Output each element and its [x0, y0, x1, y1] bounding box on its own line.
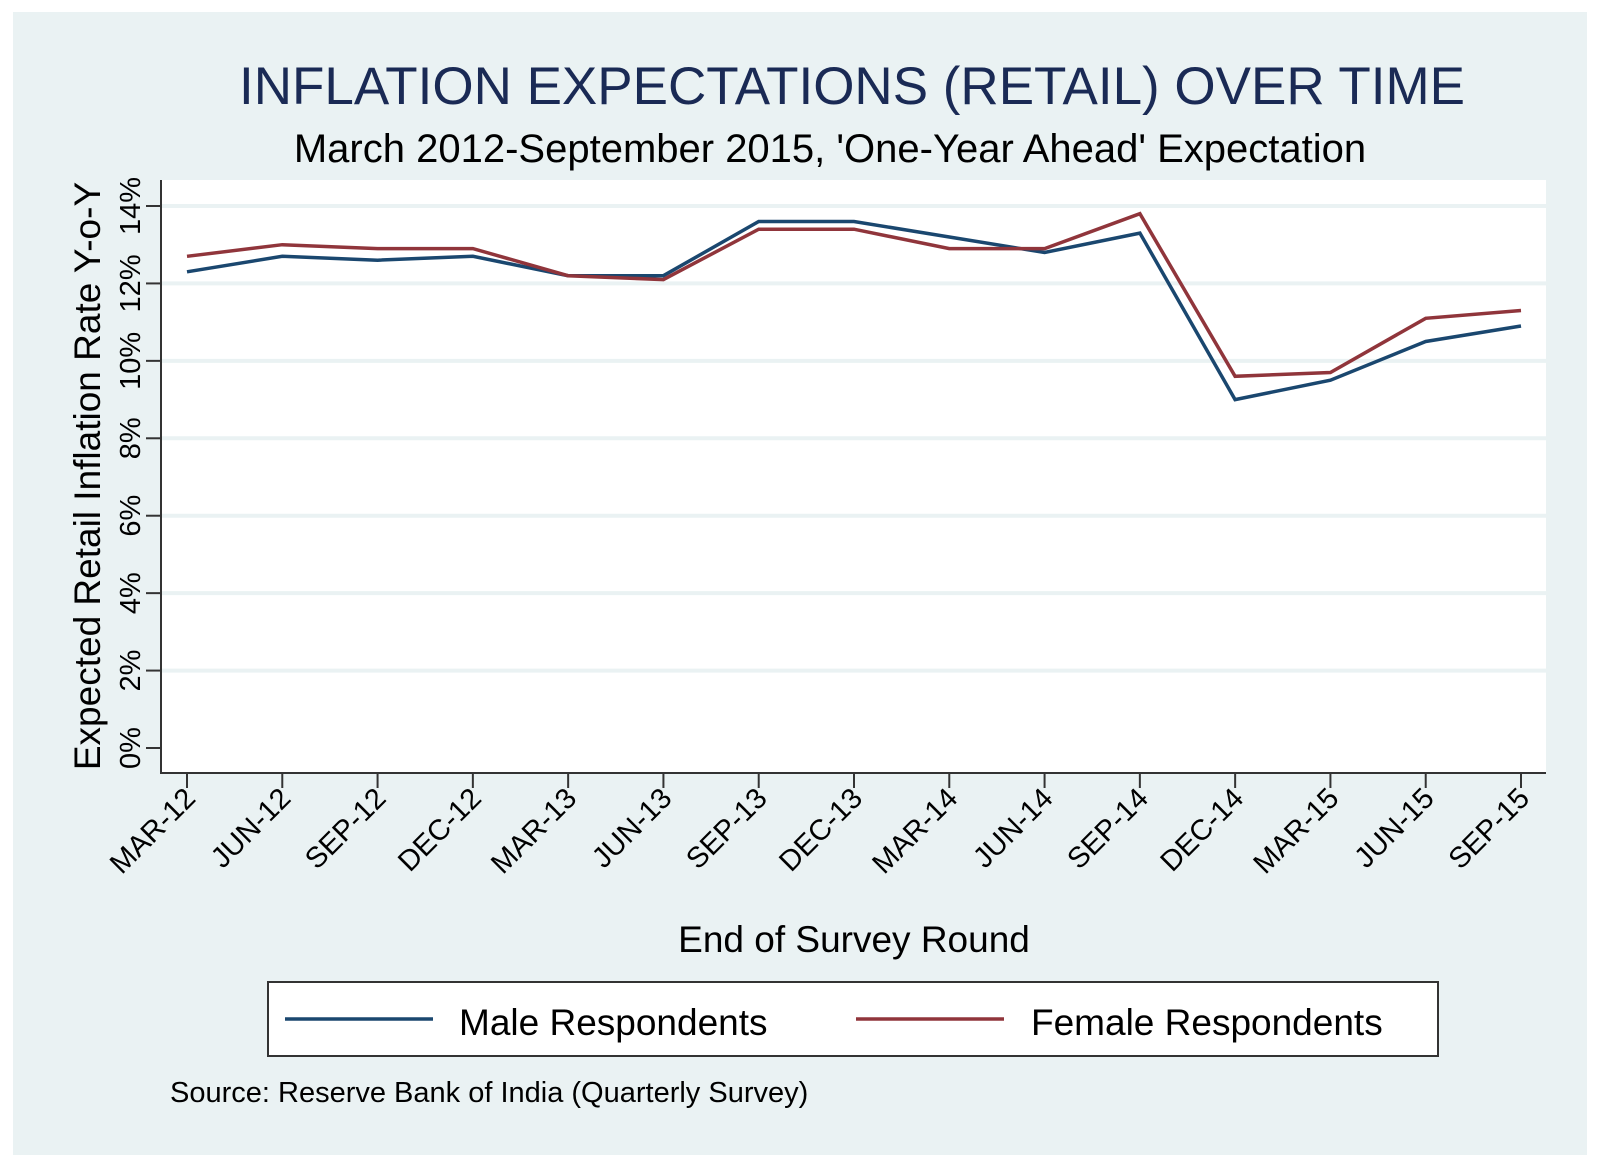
chart-title: INFLATION EXPECTATIONS (RETAIL) OVER TIM…: [239, 57, 1465, 116]
y-axis-ticks: 0% 2% 4% 6% 8% 10% 12% 14%: [115, 177, 161, 769]
gridlines: [161, 204, 1546, 673]
source-note: Source: Reserve Bank of India (Quarterly…: [170, 1077, 808, 1109]
y-tick-label: 6%: [115, 495, 147, 537]
y-tick-label: 8%: [115, 417, 147, 459]
y-tick-label: 10%: [115, 332, 147, 390]
male-series-line: [186, 219, 1522, 402]
y-tick-label: 4%: [115, 572, 147, 614]
series-lines: [186, 211, 1522, 402]
y-tick-label: 14%: [115, 177, 147, 235]
legend-male-label: Male Respondents: [459, 1002, 768, 1043]
y-tick-label: 2%: [115, 650, 147, 692]
chart-subtitle: March 2012-September 2015, 'One-Year Ahe…: [294, 127, 1366, 171]
legend-female-label: Female Respondents: [1031, 1002, 1383, 1043]
legend-box: [267, 981, 1439, 1057]
y-axis-title: Expected Retail Inflation Rate Y-o-Y: [67, 182, 108, 770]
plot-area: [161, 180, 1546, 773]
x-axis-title: End of Survey Round: [678, 919, 1030, 960]
legend: Male Respondents Female Respondents: [267, 981, 1439, 1057]
y-tick-label: 0%: [115, 727, 147, 769]
y-tick-label: 12%: [115, 254, 147, 312]
female-series-line: [186, 211, 1522, 379]
